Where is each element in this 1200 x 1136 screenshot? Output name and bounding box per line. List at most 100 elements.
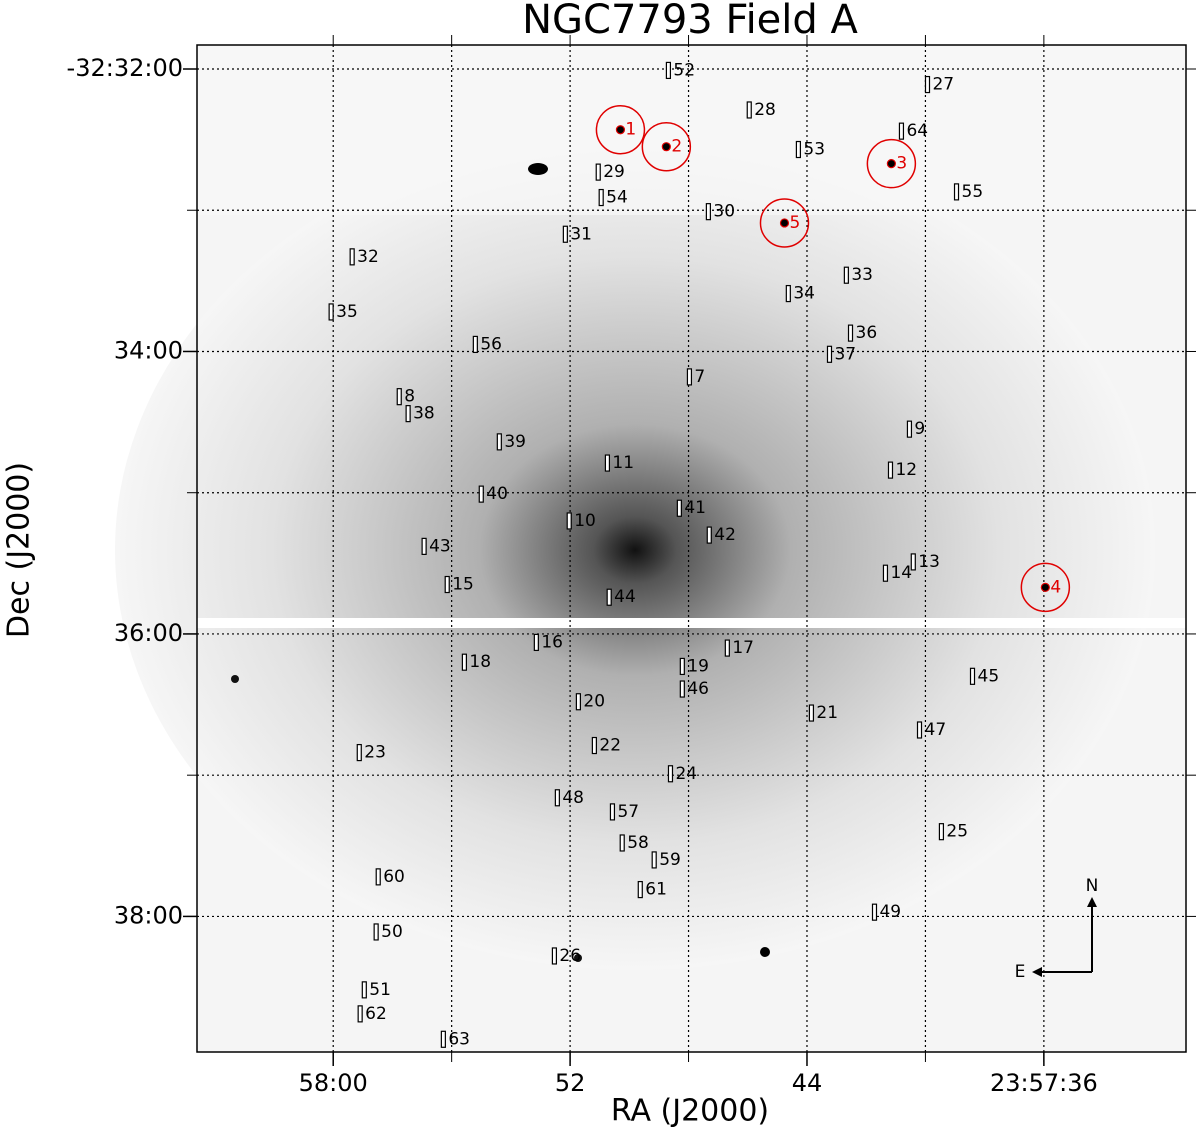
target-label: 4 xyxy=(1050,577,1061,597)
slit-label: 57 xyxy=(617,802,639,822)
slit-label: 62 xyxy=(365,1004,387,1024)
slit xyxy=(361,981,367,999)
slit-label: 56 xyxy=(480,334,502,354)
slit xyxy=(595,163,601,181)
slit xyxy=(619,834,625,852)
slit xyxy=(679,657,685,676)
slit-label: 45 xyxy=(978,666,1000,686)
slit xyxy=(440,1030,446,1048)
x-tick-label: 58:00 xyxy=(299,1069,368,1097)
slit-label: 9 xyxy=(914,419,925,439)
slit xyxy=(566,512,572,530)
slit xyxy=(356,743,362,762)
slit xyxy=(357,1005,363,1023)
slit xyxy=(651,851,657,869)
slit xyxy=(598,188,604,207)
slit xyxy=(746,101,752,119)
slit xyxy=(705,203,711,221)
slit xyxy=(396,388,402,406)
target-star xyxy=(615,125,626,135)
slit-label: 26 xyxy=(559,946,581,966)
slit xyxy=(676,499,682,517)
slit xyxy=(472,335,478,354)
slit-label: 60 xyxy=(383,867,405,887)
target-circle xyxy=(1020,562,1071,613)
target-label: 5 xyxy=(789,213,800,233)
slit-label: 31 xyxy=(570,224,592,244)
slit xyxy=(916,721,923,739)
slit-label: 28 xyxy=(754,100,776,120)
slit-label: 61 xyxy=(645,880,667,900)
x-tick-label: 23:57:36 xyxy=(990,1069,1098,1097)
y-tick-label: 36:00 xyxy=(114,619,183,647)
slit-label: 44 xyxy=(614,587,636,607)
slit xyxy=(706,526,712,544)
target-circle xyxy=(759,198,810,248)
slit xyxy=(667,765,674,783)
slit xyxy=(328,303,334,321)
slit xyxy=(826,345,833,363)
slit xyxy=(637,880,643,899)
slit-label: 18 xyxy=(469,652,491,672)
x-tick-label: 52 xyxy=(555,1069,586,1097)
slit xyxy=(871,903,878,921)
slit xyxy=(953,183,960,201)
slit xyxy=(349,248,355,266)
slit xyxy=(551,947,558,965)
x-axis-label: RA (J2000) xyxy=(611,1094,769,1129)
slit-label: 59 xyxy=(659,850,681,870)
slit-label: 39 xyxy=(504,432,526,452)
y-axis-label: Dec (J2000) xyxy=(2,462,37,638)
slit-label: 32 xyxy=(357,247,379,267)
slit xyxy=(496,433,502,451)
target-circle xyxy=(866,138,917,189)
sky-image xyxy=(115,45,1186,1052)
target-star xyxy=(1040,582,1050,592)
slit-label: 51 xyxy=(369,980,391,1000)
slit xyxy=(910,553,916,571)
target-star xyxy=(779,218,790,228)
slit xyxy=(969,667,976,685)
slit xyxy=(606,588,612,606)
slit-label: 50 xyxy=(381,922,403,942)
slit xyxy=(373,923,379,941)
slit xyxy=(808,704,815,722)
slit-label: 55 xyxy=(962,182,984,202)
slit xyxy=(887,461,894,479)
target-label: 1 xyxy=(625,120,636,140)
slit xyxy=(686,368,693,386)
slit-label: 58 xyxy=(627,833,649,853)
slit-label: 43 xyxy=(429,536,451,556)
slit xyxy=(604,454,611,472)
y-tick-label: 38:00 xyxy=(114,901,183,929)
slit xyxy=(421,537,427,555)
slit-label: 41 xyxy=(684,498,706,518)
target-circle xyxy=(641,121,692,172)
slit xyxy=(554,789,560,807)
slit xyxy=(906,420,913,438)
slit-label: 42 xyxy=(714,525,736,545)
slit xyxy=(405,405,411,423)
y-tick-label: 34:00 xyxy=(114,336,183,364)
slit-label: 7 xyxy=(694,367,705,387)
slit xyxy=(591,736,597,755)
compass-east: E xyxy=(1015,962,1026,982)
target-label: 3 xyxy=(896,154,907,174)
slit-label: 52 xyxy=(673,60,695,80)
slit xyxy=(847,324,854,342)
slit xyxy=(609,803,616,821)
slit xyxy=(665,61,672,80)
slit-label: 10 xyxy=(574,511,596,531)
x-tick-label: 44 xyxy=(792,1069,823,1097)
slit-label: 33 xyxy=(851,265,873,285)
slit xyxy=(843,266,849,284)
slit-label: 15 xyxy=(452,575,474,595)
plot-frame xyxy=(196,44,1187,1053)
slit-label: 19 xyxy=(687,656,709,676)
slit-label: 53 xyxy=(803,140,825,160)
slit-label: 38 xyxy=(413,404,435,424)
slit-label: 46 xyxy=(687,679,709,699)
slit-label: 11 xyxy=(612,453,634,473)
slit xyxy=(533,633,539,652)
